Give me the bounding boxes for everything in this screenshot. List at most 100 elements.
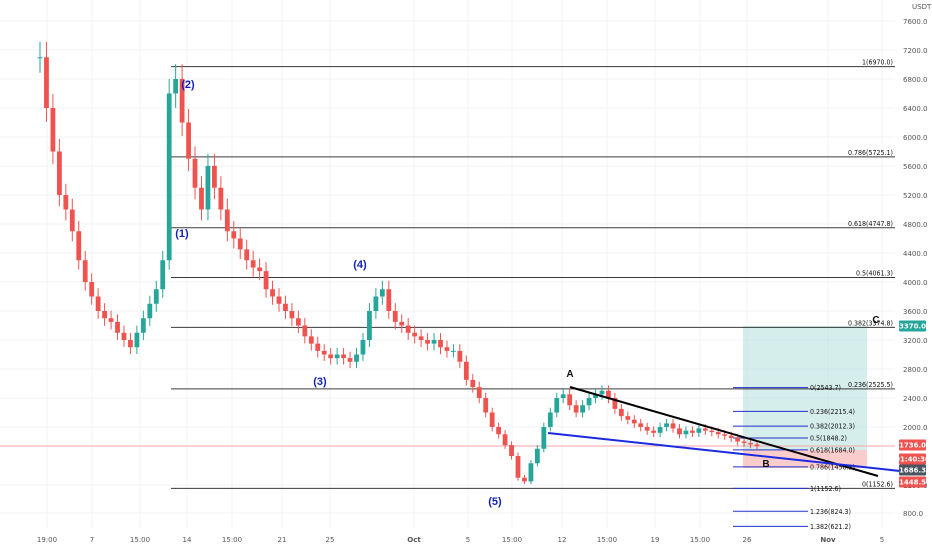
candle-body — [741, 441, 747, 443]
candle-body — [341, 354, 346, 359]
time-tick-label: 15:00 — [130, 536, 150, 544]
time-tick-label: 21 — [278, 536, 287, 544]
candle-body — [554, 398, 560, 413]
price-tag-text: 1736.0 — [899, 442, 926, 450]
candle-body — [199, 187, 204, 210]
candle-body — [89, 282, 95, 297]
candle-body — [134, 332, 140, 348]
candle-body — [360, 340, 366, 355]
resistance-trendline[interactable] — [569, 386, 879, 477]
time-tick-label: 15:00 — [502, 536, 522, 544]
time-tick-label: 19 — [651, 536, 660, 544]
fib-ext-label: 0.786(1450.3) — [810, 463, 855, 471]
candle-body — [308, 336, 314, 344]
fib-ext-label: 1.382(621.2) — [810, 523, 851, 531]
candle-body — [709, 430, 715, 433]
fib-extension[interactable]: 0(2543.7) 0.236(2215.4) 0.382(2012.3) 0.5(1… — [733, 384, 855, 531]
time-tick-label: 26 — [743, 536, 752, 544]
wave-label: A — [566, 369, 573, 380]
wave-labels: (1) (2) (3) (4) (5) A B C — [175, 79, 879, 508]
candle-body — [534, 448, 540, 464]
candle-body — [321, 350, 327, 355]
candle-body — [664, 423, 669, 427]
candle-body — [205, 166, 211, 210]
fib-ext-label: 0.5(1848.2) — [810, 435, 847, 443]
candle-body — [186, 122, 191, 159]
candle-body — [270, 289, 275, 297]
candle-body — [108, 318, 114, 322]
candle-body — [412, 332, 418, 337]
time-tick-label: 5 — [880, 536, 884, 544]
wave-label: (5) — [488, 496, 502, 508]
candle-body — [102, 311, 107, 319]
price-tick-label: 6800.0 — [903, 76, 928, 84]
candle-body — [670, 423, 676, 429]
fib-ext-label: 0(2543.7) — [810, 384, 841, 392]
candle-body — [192, 158, 198, 188]
price-tag — [899, 320, 926, 332]
candle-body — [276, 296, 282, 304]
candle-body — [702, 428, 708, 431]
candle-body — [580, 405, 585, 413]
candle-body — [218, 187, 224, 210]
candle-body — [728, 435, 734, 438]
candle-body — [153, 289, 159, 304]
candle-body — [677, 428, 682, 435]
time-axis-labels: 19:00 7 15:00 14 15:00 21 25 Oct 5 15:00 12 15:00 19… — [37, 536, 884, 544]
candle-body — [315, 343, 321, 351]
time-tick-label: 25 — [326, 536, 335, 544]
fib-level-label: 0.236(2525.5) — [848, 381, 893, 389]
candle-body — [263, 271, 269, 290]
fib-ext-label: 0.618(1684.0) — [810, 446, 855, 454]
candle-body — [425, 340, 430, 344]
price-tag — [899, 439, 926, 451]
candle-body — [696, 428, 702, 433]
fib-level-label: 0.382(3374.8) — [848, 319, 893, 327]
price-tick-label: 5200.0 — [903, 192, 928, 200]
candle-body — [541, 427, 547, 449]
time-tick-label: Nov — [820, 536, 836, 544]
candle-body — [748, 442, 753, 445]
candle-body — [431, 340, 437, 344]
candle-body — [386, 289, 392, 311]
time-axis[interactable] — [0, 528, 900, 550]
price-tag-text: 3370.0 — [899, 323, 926, 331]
candle-body — [224, 209, 230, 232]
wave-label: (1) — [175, 228, 189, 240]
currency-label: USDT — [912, 3, 932, 11]
candle-body — [328, 354, 334, 359]
price-tag — [899, 464, 926, 476]
candle-body — [37, 57, 43, 59]
candle-body — [754, 444, 760, 447]
price-tag — [899, 476, 926, 488]
candle-body — [502, 434, 508, 446]
fib-ext-label: 0.236(2215.4) — [810, 408, 855, 416]
candle-body — [722, 434, 728, 436]
fib-ext-label: 1.236(824.3) — [810, 508, 851, 516]
candle-body — [599, 390, 605, 395]
candle-body — [257, 267, 263, 272]
candle-body — [63, 195, 69, 210]
candle-body — [457, 350, 463, 362]
candle-body — [444, 347, 450, 351]
candle-body — [121, 332, 127, 340]
candle-body — [715, 432, 721, 435]
candle-body — [470, 379, 476, 388]
wave-label: (4) — [353, 259, 367, 271]
time-tick-label: 12 — [558, 536, 567, 544]
candle-body — [522, 477, 527, 482]
candle-body — [638, 423, 644, 427]
candle-body — [560, 394, 566, 398]
candle-body — [399, 321, 405, 326]
candle-body — [515, 456, 521, 478]
candle-body — [618, 408, 624, 417]
support-trendline[interactable] — [547, 432, 901, 472]
candle-body — [128, 340, 133, 348]
time-tick-label: 5 — [466, 536, 470, 544]
candle-body — [295, 318, 301, 326]
price-tick-label: 7200.0 — [903, 47, 928, 55]
candle-body — [483, 398, 489, 413]
wave-label: (2) — [181, 79, 195, 91]
price-tick-label: 3200.0 — [903, 337, 928, 345]
